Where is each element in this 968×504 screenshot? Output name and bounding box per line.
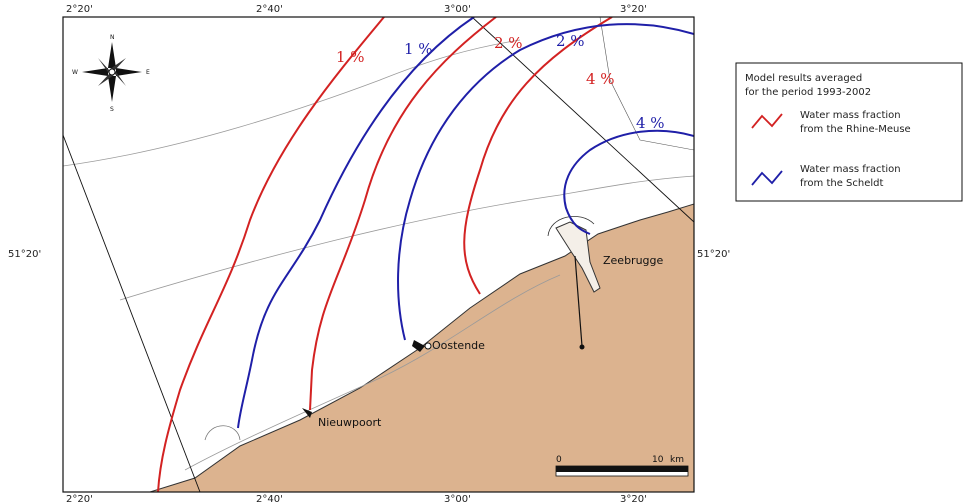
red-contour-1pct — [157, 17, 385, 492]
legend-title-line2: for the period 1993-2002 — [745, 87, 871, 98]
label-red-4pct: 4 % — [586, 70, 615, 88]
legend-red-line1: Water mass fraction — [800, 110, 901, 121]
coord-top-3: 3°00' — [444, 4, 471, 15]
scale-start: 0 — [556, 455, 562, 465]
place-oostende: Oostende — [432, 339, 485, 352]
red-contour-2pct — [309, 17, 497, 411]
coord-bottom-3: 3°00' — [444, 494, 471, 504]
red-contour-4pct — [463, 17, 613, 295]
nearshore-line — [184, 274, 561, 471]
blue-contour-1pct — [237, 17, 475, 429]
zeebrugge-canal — [574, 255, 583, 347]
zeebrugge-breakwater — [547, 216, 595, 237]
coord-top-4: 3°20' — [620, 4, 647, 15]
blue-contour-4pct — [563, 129, 694, 235]
blue-contour-2pct — [397, 23, 694, 341]
place-nieuwpoort: Nieuwpoort — [318, 416, 382, 429]
legend-box — [735, 62, 963, 202]
label-red-2pct: 2 % — [494, 34, 523, 52]
coord-right: 51°20' — [697, 249, 730, 260]
zeebrugge-canal-end — [579, 344, 585, 350]
boundary-line-north — [471, 17, 694, 223]
map-frame — [62, 16, 695, 493]
legend-red-line2: from the Rhine-Meuse — [800, 124, 911, 135]
nieuwpoort-harbour — [302, 408, 312, 418]
bay-bump — [204, 425, 241, 441]
compass-rose: N S E W — [72, 34, 150, 113]
label-blue-2pct: 2 % — [556, 32, 585, 50]
scale-bar: 0 10 km — [555, 455, 689, 477]
legend-red-swatch — [751, 113, 783, 129]
compass-e: E — [146, 69, 150, 76]
place-zeebrugge: Zeebrugge — [603, 254, 664, 267]
label-red-1pct: 1 % — [336, 48, 365, 66]
compass-arrow-north — [108, 42, 116, 68]
offshore-line-lower — [119, 175, 694, 301]
compass-n: N — [110, 34, 115, 41]
legend: Model results averaged for the period 19… — [735, 62, 963, 202]
label-blue-4pct: 4 % — [636, 114, 665, 132]
boundary-line-east — [599, 17, 694, 151]
scale-unit: km — [670, 455, 684, 465]
coord-left: 51°20' — [8, 249, 41, 260]
coord-bottom-1: 2°20' — [66, 494, 93, 504]
legend-blue-swatch — [751, 170, 783, 186]
coord-top-2: 2°40' — [256, 4, 283, 15]
scale-bar-fill — [556, 466, 688, 472]
coord-top-1: 2°20' — [66, 4, 93, 15]
label-blue-1pct: 1 % — [404, 40, 433, 58]
compass-w: W — [72, 69, 78, 76]
legend-title-line1: Model results averaged — [745, 73, 862, 84]
scale-end: 10 — [652, 455, 664, 465]
compass-s: S — [110, 106, 114, 113]
oostende-marker — [424, 342, 432, 350]
oostende-harbour — [412, 340, 425, 352]
legend-blue-line1: Water mass fraction — [800, 164, 901, 175]
boundary-line-west — [63, 134, 201, 492]
coord-bottom-4: 3°20' — [620, 494, 647, 504]
offshore-line — [63, 39, 521, 167]
coord-bottom-2: 2°40' — [256, 494, 283, 504]
legend-blue-line2: from the Scheldt — [800, 178, 884, 189]
